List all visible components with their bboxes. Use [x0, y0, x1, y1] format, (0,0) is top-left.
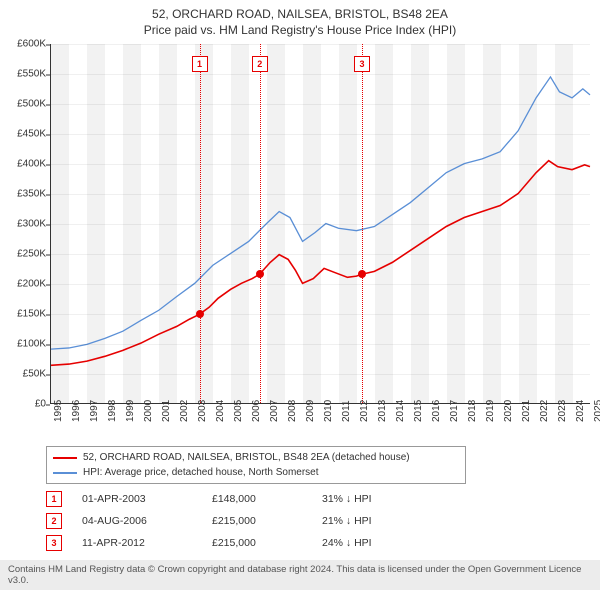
title-line-2: Price paid vs. HM Land Registry's House …	[0, 22, 600, 38]
event-date: 01-APR-2003	[82, 493, 212, 505]
event-date: 04-AUG-2006	[82, 515, 212, 527]
event-date: 11-APR-2012	[82, 537, 212, 549]
y-axis-tick: £200K	[6, 279, 46, 290]
price-chart: 1 2 3	[50, 44, 590, 404]
gridline	[51, 344, 590, 345]
gridline	[51, 314, 590, 315]
event-price: £215,000	[212, 515, 322, 527]
event-marker-box: 3	[354, 56, 370, 72]
table-row: 2 04-AUG-2006 £215,000 21% ↓ HPI	[46, 510, 432, 532]
y-axis-tick: £350K	[6, 189, 46, 200]
event-price: £215,000	[212, 537, 322, 549]
sale-events-table: 1 01-APR-2003 £148,000 31% ↓ HPI 2 04-AU…	[46, 488, 432, 554]
y-axis-tick: £0	[6, 399, 46, 410]
gridline	[51, 44, 590, 45]
legend: 52, ORCHARD ROAD, NAILSEA, BRISTOL, BS48…	[46, 446, 466, 484]
gridline	[51, 374, 590, 375]
legend-label: 52, ORCHARD ROAD, NAILSEA, BRISTOL, BS48…	[83, 450, 410, 465]
chart-titles: 52, ORCHARD ROAD, NAILSEA, BRISTOL, BS48…	[0, 0, 600, 38]
event-guide-line	[200, 44, 201, 403]
y-axis-tick: £450K	[6, 129, 46, 140]
table-row: 3 11-APR-2012 £215,000 24% ↓ HPI	[46, 532, 432, 554]
gridline	[51, 134, 590, 135]
gridline	[51, 254, 590, 255]
event-hpi-diff: 21% ↓ HPI	[322, 515, 432, 527]
x-axis-tick: 2025	[593, 410, 600, 422]
gridline	[51, 194, 590, 195]
y-axis-tick: £250K	[6, 249, 46, 260]
gridline	[51, 74, 590, 75]
legend-item-price-paid: 52, ORCHARD ROAD, NAILSEA, BRISTOL, BS48…	[53, 450, 459, 465]
sale-point	[358, 270, 366, 278]
gridline	[51, 164, 590, 165]
y-axis-tick: £150K	[6, 309, 46, 320]
event-price: £148,000	[212, 493, 322, 505]
title-line-1: 52, ORCHARD ROAD, NAILSEA, BRISTOL, BS48…	[0, 6, 600, 22]
sale-point	[256, 270, 264, 278]
event-marker-badge: 2	[46, 513, 62, 529]
table-row: 1 01-APR-2003 £148,000 31% ↓ HPI	[46, 488, 432, 510]
y-axis-tick: £100K	[6, 339, 46, 350]
event-marker-box: 2	[252, 56, 268, 72]
legend-item-hpi: HPI: Average price, detached house, Nort…	[53, 465, 459, 480]
event-marker-badge: 1	[46, 491, 62, 507]
event-guide-line	[260, 44, 261, 403]
gridline	[51, 224, 590, 225]
attribution-text: Contains HM Land Registry data © Crown c…	[8, 564, 592, 586]
series-line-price_paid	[51, 161, 590, 366]
event-guide-line	[362, 44, 363, 403]
y-axis-tick: £550K	[6, 69, 46, 80]
legend-swatch	[53, 457, 77, 459]
sale-point	[196, 310, 204, 318]
y-axis-tick: £500K	[6, 99, 46, 110]
event-marker-badge: 3	[46, 535, 62, 551]
event-marker-box: 1	[192, 56, 208, 72]
series-line-hpi	[51, 77, 590, 349]
legend-label: HPI: Average price, detached house, Nort…	[83, 465, 319, 480]
legend-swatch	[53, 472, 77, 474]
attribution-footer: Contains HM Land Registry data © Crown c…	[0, 560, 600, 590]
y-axis-tick: £600K	[6, 39, 46, 50]
gridline	[51, 284, 590, 285]
event-hpi-diff: 24% ↓ HPI	[322, 537, 432, 549]
y-axis-tick: £300K	[6, 219, 46, 230]
y-axis-tick: £50K	[6, 369, 46, 380]
y-axis-tick: £400K	[6, 159, 46, 170]
event-hpi-diff: 31% ↓ HPI	[322, 493, 432, 505]
gridline	[51, 104, 590, 105]
